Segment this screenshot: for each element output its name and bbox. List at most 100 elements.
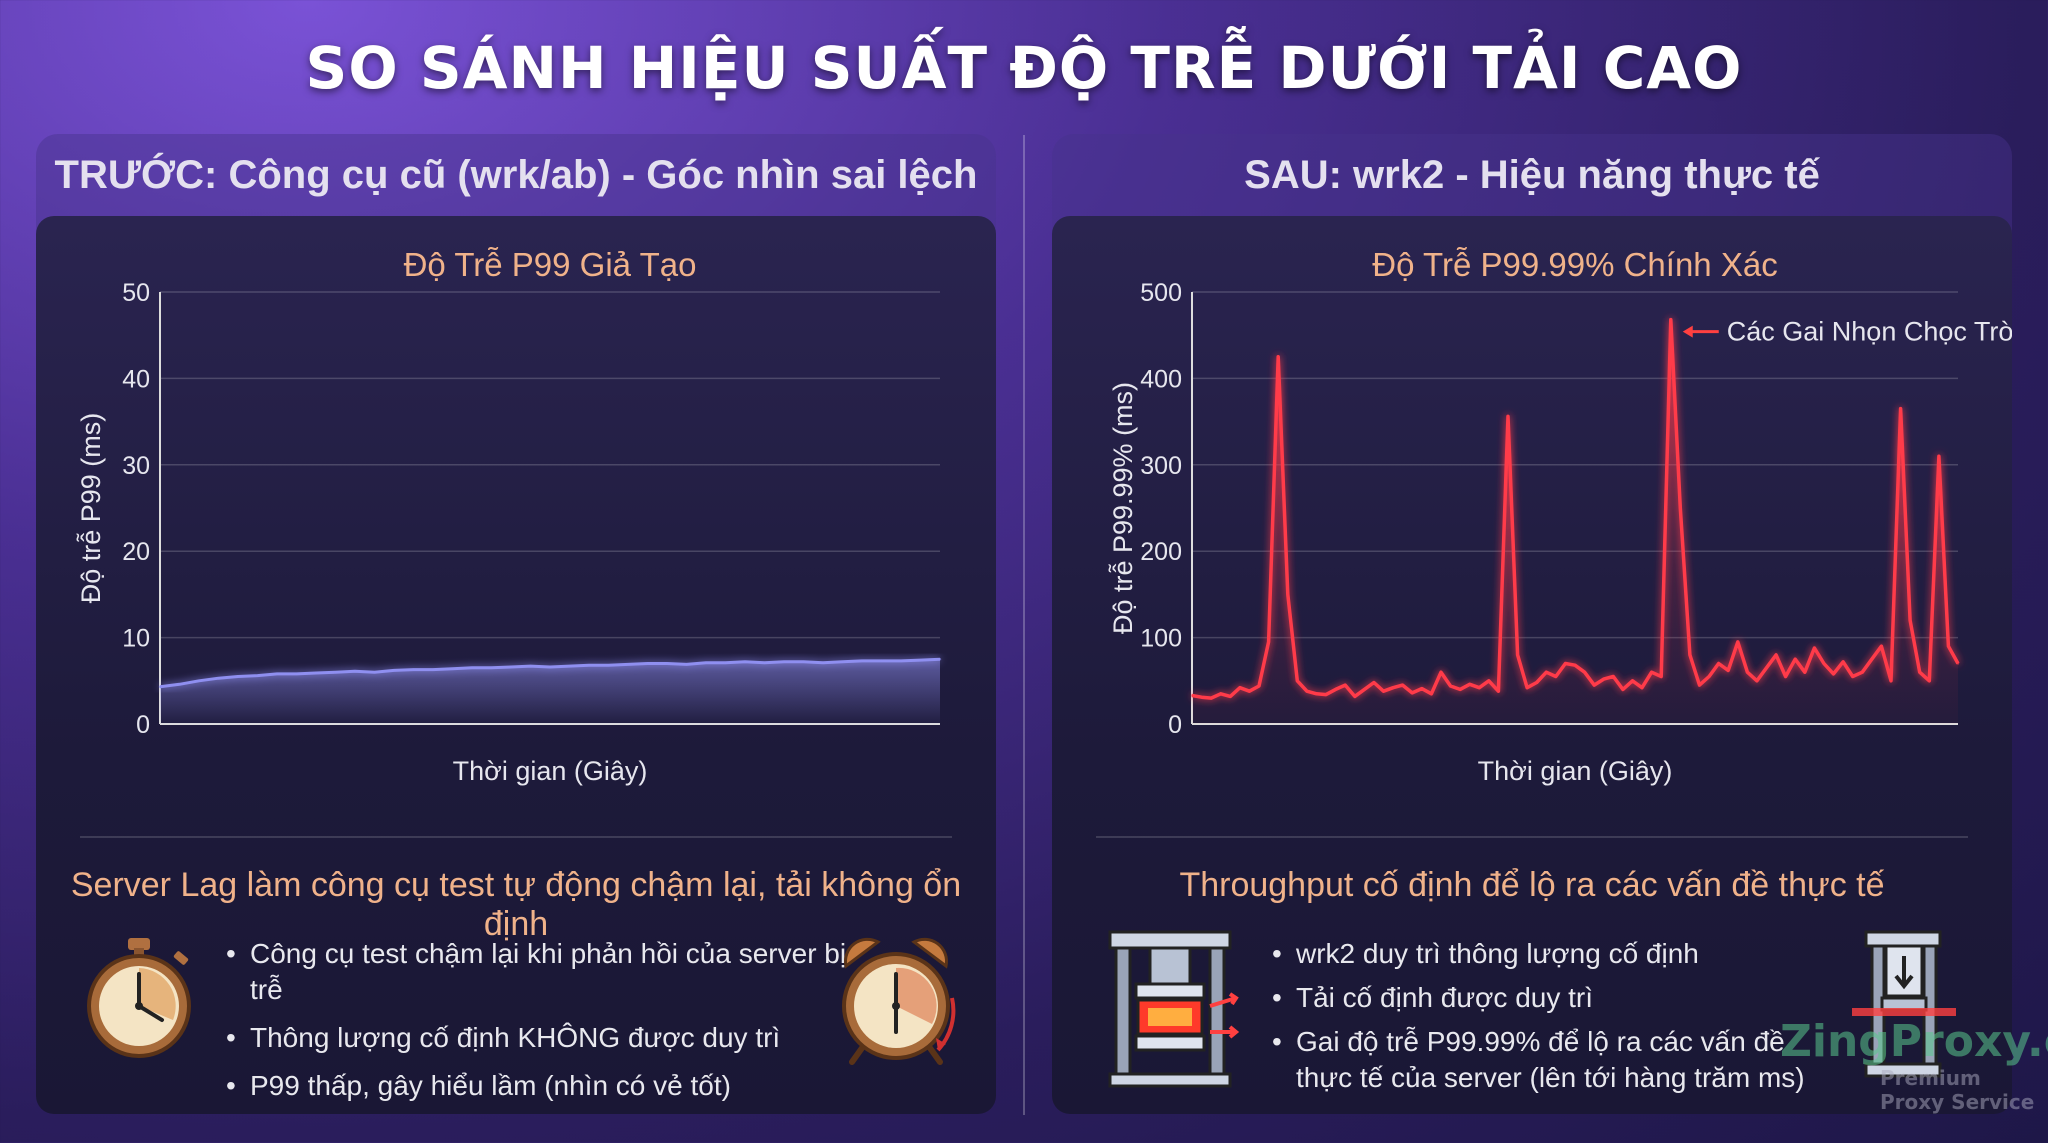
data-point [1363, 688, 1366, 691]
data-point [587, 664, 591, 667]
left-panel-body: Độ Trễ P99 Giả Tạo 0 10 20 30 40 50 Thời gian (… [36, 216, 996, 1114]
data-point [470, 666, 474, 670]
x-axis-label: Thời gian (Giây) [1478, 756, 1673, 786]
series-line [1191, 317, 1960, 700]
data-point [275, 672, 279, 676]
press-down-icon [1852, 930, 1956, 1078]
data-point [899, 659, 903, 663]
data-point [1602, 677, 1605, 681]
data-point [314, 671, 318, 675]
left-separator [80, 836, 952, 838]
data-point [1822, 662, 1826, 665]
data-point [743, 660, 747, 663]
data-point [529, 664, 532, 668]
right-separator [1096, 836, 1968, 838]
data-point [1698, 683, 1701, 687]
data-point [1564, 662, 1567, 665]
data-point [217, 677, 220, 680]
data-point [1947, 645, 1950, 648]
data-point [704, 661, 708, 664]
right-panel-body: Độ Trễ P99.99% Chính Xác 0 100 200 300 400 500… [1052, 216, 2012, 1114]
data-point [841, 660, 844, 663]
data-point [431, 668, 435, 671]
data-point [1928, 679, 1931, 682]
data-point [1554, 675, 1558, 678]
data-point [1688, 653, 1692, 657]
left-bullet-list: Công cụ test chậm lại khi phản hồi của s… [226, 936, 886, 1116]
data-point [1382, 689, 1385, 693]
data-point [1257, 684, 1261, 688]
right-subhead: Throughput cố định để lộ ra các vấn đề t… [1179, 866, 1885, 904]
data-point [412, 668, 415, 671]
data-point [1200, 696, 1203, 699]
data-point [1794, 658, 1797, 661]
data-point [392, 669, 396, 672]
data-point [1430, 692, 1433, 695]
data-point [1449, 684, 1452, 688]
right-bullet-2: Tải cố định được duy trì [1272, 980, 1832, 1016]
data-point [1209, 696, 1213, 700]
data-point [1861, 670, 1864, 674]
y-tick-label: 500 [1140, 279, 1182, 307]
data-point [1899, 407, 1902, 410]
right-chart: Độ Trễ P99.99% Chính Xác 0 100 200 300 400 500… [1107, 246, 2012, 786]
data-point [1813, 646, 1816, 650]
data-point [1583, 670, 1586, 674]
data-point [1832, 672, 1835, 676]
data-point [1497, 689, 1500, 693]
data-point [1545, 670, 1548, 674]
y-tick-label: 300 [1140, 452, 1182, 480]
data-point [1880, 645, 1883, 648]
data-point [1525, 686, 1529, 689]
left-bullet-3: P99 thấp, gây hiểu lầm (nhìn có vẻ tốt) [226, 1068, 886, 1104]
data-point [919, 658, 922, 662]
data-point [1679, 506, 1682, 510]
data-point [1229, 695, 1232, 698]
data-point [1908, 619, 1912, 622]
data-point [1592, 683, 1596, 687]
data-point [1458, 688, 1462, 691]
data-point [1391, 686, 1395, 689]
data-point [685, 663, 688, 666]
data-point [295, 672, 298, 676]
watermark-tagline: Premium Proxy Service [1880, 1066, 2035, 1114]
annotation-arrowhead [1682, 325, 1693, 338]
data-point [1401, 683, 1404, 687]
data-point [1305, 689, 1309, 693]
data-point [1650, 670, 1653, 674]
data-point [860, 659, 864, 663]
data-point [1324, 693, 1328, 696]
data-point [178, 683, 181, 686]
y-tick-label: 400 [1140, 365, 1182, 393]
data-point [1334, 688, 1337, 691]
data-point [1621, 688, 1625, 691]
data-point [1612, 675, 1615, 678]
page-title: SO SÁNH HIỆU SUẤT ĐỘ TRỄ DƯỚI TẢI CAO [305, 34, 1743, 102]
data-point [1535, 681, 1538, 684]
data-point [1707, 675, 1711, 678]
data-point [626, 663, 630, 666]
y-tick-label: 200 [1140, 538, 1182, 566]
data-point [1956, 662, 1960, 665]
data-point [1439, 670, 1443, 674]
left-chart: Độ Trễ P99 Giả Tạo 0 10 20 30 40 50 Thời gian (… [75, 246, 942, 786]
data-point [1267, 640, 1270, 644]
series-area [160, 659, 940, 724]
y-tick-label: 0 [136, 711, 150, 739]
data-point [568, 664, 571, 668]
data-point [763, 661, 766, 664]
data-point [1420, 687, 1423, 690]
data-point [1851, 675, 1854, 678]
alarm-clock-icon [842, 937, 956, 1065]
data-point [1315, 692, 1318, 695]
data-point [1717, 662, 1720, 665]
hydraulic-press-icon [1108, 930, 1240, 1088]
data-point [1248, 689, 1251, 693]
data-point [802, 660, 805, 663]
chart-title: Độ Trễ P99 Giả Tạo [404, 246, 697, 283]
data-point [158, 685, 162, 689]
x-axis-label: Thời gian (Giây) [453, 756, 648, 786]
data-point [1727, 669, 1730, 672]
y-tick-label: 0 [1168, 711, 1182, 739]
left-bullet-1: Công cụ test chậm lại khi phản hồi của s… [226, 936, 886, 1008]
